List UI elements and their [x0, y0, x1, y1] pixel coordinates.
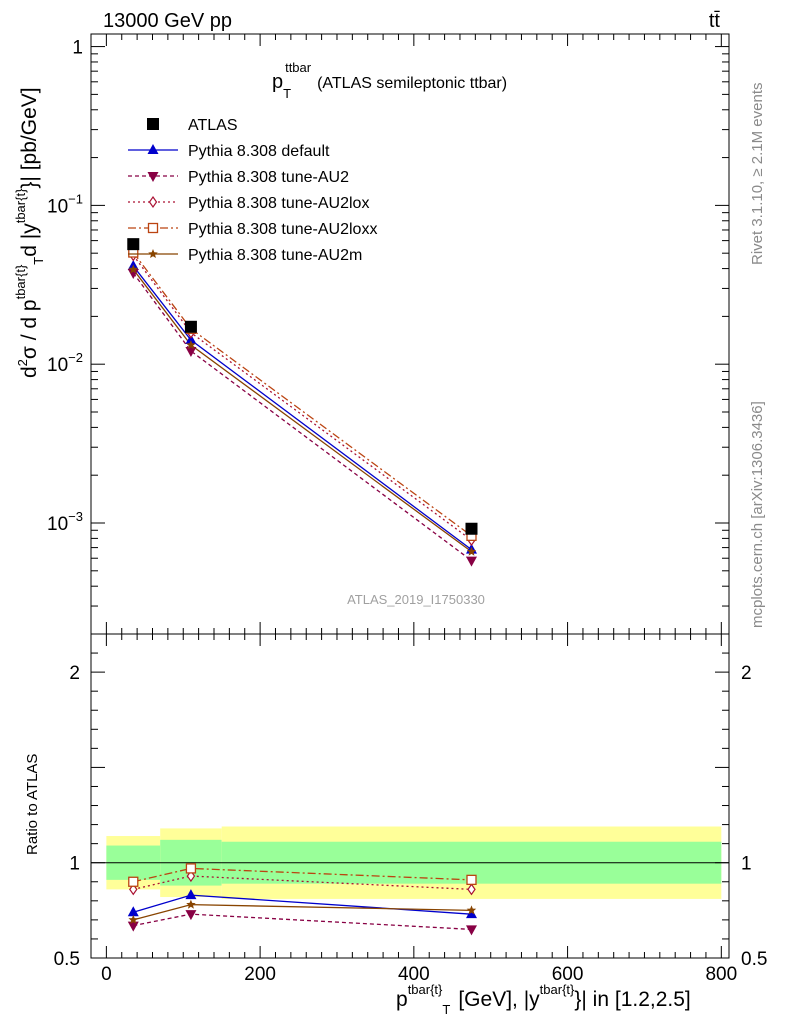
ratio-point-au2m	[466, 905, 477, 915]
x-tick-label: 600	[552, 964, 584, 985]
y-label-subT: T	[31, 257, 46, 265]
legend-marker-au2loxx	[147, 222, 159, 234]
legend-label-au2: Pythia 8.308 tune-AU2	[188, 169, 349, 186]
y-label-close: }| [pb/GeV]	[18, 87, 41, 188]
x-label-subT: T	[442, 1002, 450, 1017]
ratio-tick-label: 1	[69, 854, 80, 875]
data-point-atlas	[184, 320, 197, 333]
ratio-line-au2lox	[133, 875, 472, 891]
data-point-atlas	[465, 522, 478, 535]
x-label-supA: tbar{t}	[408, 982, 443, 997]
point-au2m	[466, 546, 477, 556]
ratio-frame	[90, 633, 730, 959]
x-tick-label: 200	[244, 964, 276, 985]
ratio-point-au2	[465, 925, 477, 936]
legend: ATLAS Pythia 8.308 default Pythia 8.308 tu…	[128, 117, 377, 264]
axis-ticks: 0 200 400 600 800 1 10−1 10−2 10−3 0.5 0.5 1 1 2 2	[47, 34, 767, 985]
x-label-p: p	[396, 988, 408, 1011]
ratio-point-au2lox	[467, 883, 476, 896]
title-rest: (ATLAS semileptonic ttbar)	[317, 75, 507, 92]
legend-label-au2loxx: Pythia 8.308 tune-AU2loxx	[188, 221, 377, 238]
energy-label: 13000 GeV pp	[103, 10, 232, 32]
ratio-line-au2	[133, 913, 472, 931]
point-au2	[185, 347, 197, 358]
series-line-au2lox	[132, 254, 472, 541]
ratio-point-default	[127, 906, 139, 917]
point-au2m	[186, 340, 196, 350]
series-line-au2	[132, 272, 472, 562]
series-line-au2m	[132, 269, 472, 553]
ratio-point-au2loxx	[185, 863, 197, 874]
y-label-sup2: 2	[15, 359, 30, 366]
x-tick-label: 800	[705, 964, 737, 985]
title-sub: T	[283, 86, 291, 101]
ratio-line-au2m	[133, 903, 472, 921]
ratio-point-au2	[185, 910, 197, 921]
x-tick-label: 400	[398, 964, 430, 985]
y-axis-label: d2σ / d ptbar{t}Td |ytbar{t}}| [pb/GeV]	[13, 87, 46, 378]
ratio-point-au2	[127, 921, 139, 932]
ratio-point-au2m	[128, 914, 138, 924]
y-tick-label: 10−2	[47, 350, 83, 376]
y-tick-label: 1	[72, 38, 83, 59]
ratio-tick-label-right: 1	[741, 854, 752, 875]
y-label-d: d	[18, 366, 41, 378]
analysis-id: ATLAS_2019_I1750330	[347, 592, 485, 607]
x-tick-label: 0	[101, 964, 112, 985]
ratio-point-default	[185, 889, 197, 900]
x-label-end: }| in [1.2,2.5]	[574, 988, 690, 1011]
legend-label-au2lox: Pythia 8.308 tune-AU2lox	[188, 195, 369, 212]
y-label-d2: d |y	[18, 223, 41, 257]
plot-title: pTttbar (ATLAS semileptonic ttbar)	[272, 60, 507, 101]
y-tick-label: 10−1	[47, 191, 83, 217]
x-axis-label: ptbar{t}T [GeV], |ytbar{t}}| in [1.2,2.5]	[396, 982, 691, 1017]
ratio-tick-label: 0.5	[54, 949, 80, 970]
title-main: p	[272, 71, 283, 93]
point-default	[185, 334, 197, 345]
point-au2	[127, 269, 139, 280]
legend-label-default: Pythia 8.308 default	[188, 143, 330, 160]
ratio-axis-label: Ratio to ATLAS	[24, 754, 41, 855]
ratio-tick-label-right: 0.5	[741, 949, 767, 970]
legend-label-data: ATLAS	[188, 117, 238, 134]
legend-marker-data	[147, 118, 159, 130]
point-au2	[465, 556, 477, 567]
y-label-supB: tbar{t}	[13, 188, 28, 223]
y-label-sigma: σ / d p	[18, 299, 41, 359]
mcplots-label: mcplots.cern.ch [arXiv:1306.3436]	[749, 401, 766, 628]
legend-marker-default	[147, 144, 159, 154]
legend-label-au2m: Pythia 8.308 tune-AU2m	[188, 247, 362, 264]
point-au2m	[128, 264, 138, 274]
axes-frames	[90, 33, 730, 959]
ratio-point-au2m	[186, 899, 196, 909]
legend-marker-au2m	[148, 249, 158, 258]
x-label-mid: [GeV], |y	[458, 988, 540, 1011]
ratio-point-au2loxx	[128, 876, 139, 887]
series-line-au2loxx	[132, 252, 472, 537]
y-label-supA: tbar{t}	[13, 264, 28, 299]
x-label-supB: tbar{t}	[540, 982, 575, 997]
ratio-tick-label: 2	[69, 663, 80, 684]
ratio-point-au2loxx	[466, 874, 477, 886]
ratio-point-default	[465, 908, 477, 919]
data-point-atlas	[127, 238, 140, 251]
series-line-default	[132, 265, 472, 551]
series-markers	[127, 238, 478, 936]
title-sup: ttbar	[285, 60, 312, 75]
ratio-tick-label-right: 2	[741, 663, 752, 684]
y-tick-label: 10−3	[47, 509, 83, 535]
ratio-bands	[91, 826, 729, 899]
legend-marker-au2lox	[148, 195, 158, 209]
rivet-label: Rivet 3.1.10, ≥ 2.1M events	[749, 83, 766, 266]
legend-marker-au2	[147, 172, 159, 182]
process-label: tt̄	[709, 10, 721, 32]
